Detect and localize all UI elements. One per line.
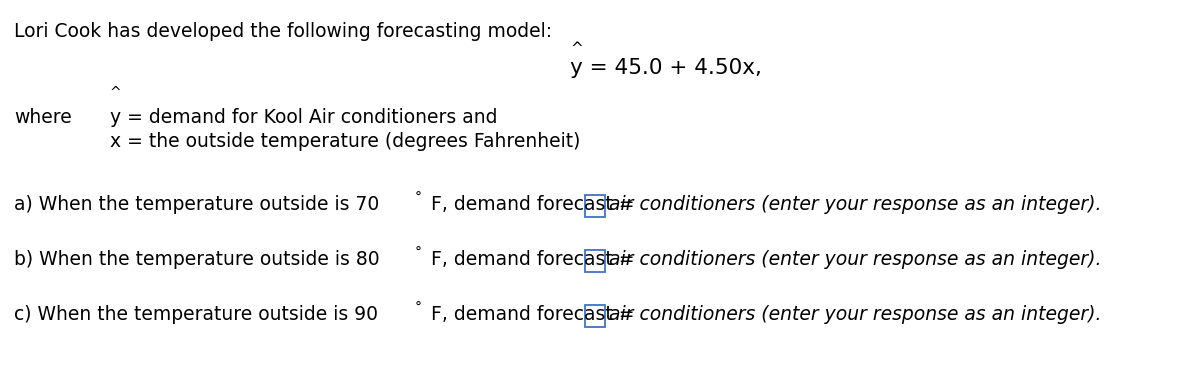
Text: air conditioners (enter your response as an integer).: air conditioners (enter your response as… [608,250,1102,269]
Text: °: ° [415,191,422,205]
Text: °: ° [415,246,422,260]
Text: F, demand forecast =: F, demand forecast = [425,250,641,269]
Text: ^: ^ [570,41,583,56]
Text: ^: ^ [110,86,121,100]
Text: y = demand for Kool Air conditioners and: y = demand for Kool Air conditioners and [110,108,498,127]
Text: air conditioners (enter your response as an integer).: air conditioners (enter your response as… [608,195,1102,214]
FancyBboxPatch shape [586,195,605,217]
Text: a) When the temperature outside is 70: a) When the temperature outside is 70 [14,195,379,214]
Text: F, demand forecast =: F, demand forecast = [425,305,641,324]
Text: F, demand forecast =: F, demand forecast = [425,195,641,214]
Text: y = 45.0 + 4.50x,: y = 45.0 + 4.50x, [570,58,762,78]
Text: air conditioners (enter your response as an integer).: air conditioners (enter your response as… [608,305,1102,324]
Text: °: ° [415,301,422,315]
FancyBboxPatch shape [586,250,605,272]
Text: b) When the temperature outside is 80: b) When the temperature outside is 80 [14,250,379,269]
Text: Lori Cook has developed the following forecasting model:: Lori Cook has developed the following fo… [14,22,552,41]
Text: x = the outside temperature (degrees Fahrenheit): x = the outside temperature (degrees Fah… [110,132,581,151]
Text: c) When the temperature outside is 90: c) When the temperature outside is 90 [14,305,378,324]
FancyBboxPatch shape [586,305,605,327]
Text: where: where [14,108,72,127]
